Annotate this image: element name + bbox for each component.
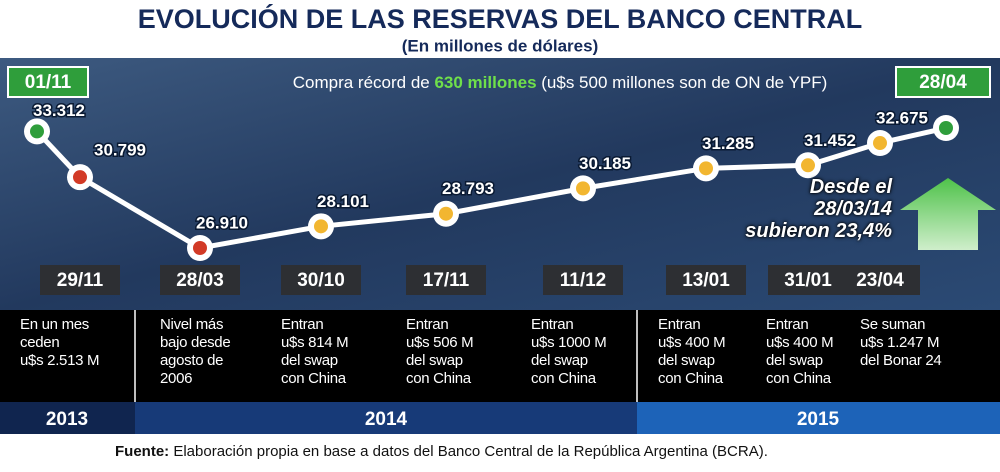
note: Entran u$s 1000 M del swap con China — [531, 316, 607, 387]
point — [699, 161, 713, 176]
note: Entran u$s 400 M del swap con China — [766, 316, 834, 387]
date-label: 13/01 — [682, 270, 730, 291]
headline-part: (u$s 500 millones son de ON de YPF) — [537, 73, 828, 92]
date-label: 31/01 — [784, 270, 832, 291]
date-box — [840, 265, 920, 295]
date-label: 28/04 — [919, 72, 967, 93]
headline-highlight: 630 millones — [434, 73, 536, 92]
chart-subtitle: (En millones de dólares) — [402, 36, 599, 55]
note: Entran u$s 814 M del swap con China — [281, 316, 349, 387]
point — [314, 219, 328, 234]
date-label: 17/11 — [423, 270, 470, 291]
date-box — [281, 265, 361, 295]
date-box — [666, 265, 746, 295]
point — [439, 206, 453, 221]
arrow-up — [900, 178, 996, 250]
value-label: 32.675 — [876, 109, 928, 128]
date-box — [543, 265, 623, 295]
point — [193, 241, 207, 255]
year-band — [135, 402, 637, 434]
date-label: 11/12 — [560, 270, 607, 291]
chart-title: EVOLUCIÓN DE LAS RESERVAS DEL BANCO CENT… — [138, 3, 863, 34]
note: Nivel más bajo desde agosto de 2006 — [160, 316, 231, 387]
date-box — [40, 265, 120, 295]
point — [873, 136, 887, 151]
value-label: 28.793 — [442, 179, 494, 198]
value-label: 28.101 — [317, 192, 369, 211]
source: Fuente: Elaboración propia en base a dat… — [115, 443, 768, 460]
date-box — [406, 265, 486, 295]
year-label: 2015 — [797, 409, 840, 430]
source-text: Elaboración propia en base a datos del B… — [169, 443, 768, 460]
line — [35, 125, 947, 251]
note: Entran u$s 506 M del swap con China — [406, 316, 474, 387]
value-label: 31.285 — [702, 134, 754, 153]
year-band — [637, 402, 1000, 434]
point — [576, 181, 590, 196]
value-label: 30.185 — [579, 154, 631, 173]
value-label: 31.452 — [804, 131, 856, 150]
point — [73, 170, 87, 185]
notes-band — [0, 310, 1000, 402]
note: Entran u$s 400 M del swap con China — [658, 316, 726, 387]
year-label: 2013 — [46, 409, 88, 430]
source-label: Fuente: — [115, 443, 169, 460]
headline: Compra récord de 630 millones (u$s 500 m… — [293, 73, 828, 92]
note: Se suman u$s 1.247 M del Bonar 24 — [860, 316, 942, 369]
note: En un mes ceden u$s 2.513 M — [20, 316, 100, 369]
point — [30, 124, 44, 139]
year-band — [0, 402, 135, 434]
point — [939, 121, 953, 135]
value-label: 30.799 — [94, 141, 146, 160]
date-box — [895, 66, 991, 98]
date-label: 30/10 — [297, 270, 345, 291]
headline-part: Compra récord de — [293, 73, 435, 92]
date-box — [7, 66, 89, 98]
date-label: 29/11 — [57, 270, 104, 291]
date-box — [768, 265, 848, 295]
date-label: 28/03 — [176, 270, 224, 291]
date-box — [160, 265, 240, 295]
value-label: 33.312 — [33, 101, 85, 120]
point — [801, 158, 815, 173]
annotation: Desde el 28/03/14 subieron 23,4% — [745, 176, 892, 242]
date-label: 01/11 — [25, 72, 72, 93]
value-label: 26.910 — [196, 213, 248, 232]
year-label: 2014 — [365, 409, 408, 430]
date-label: 23/04 — [856, 270, 904, 291]
